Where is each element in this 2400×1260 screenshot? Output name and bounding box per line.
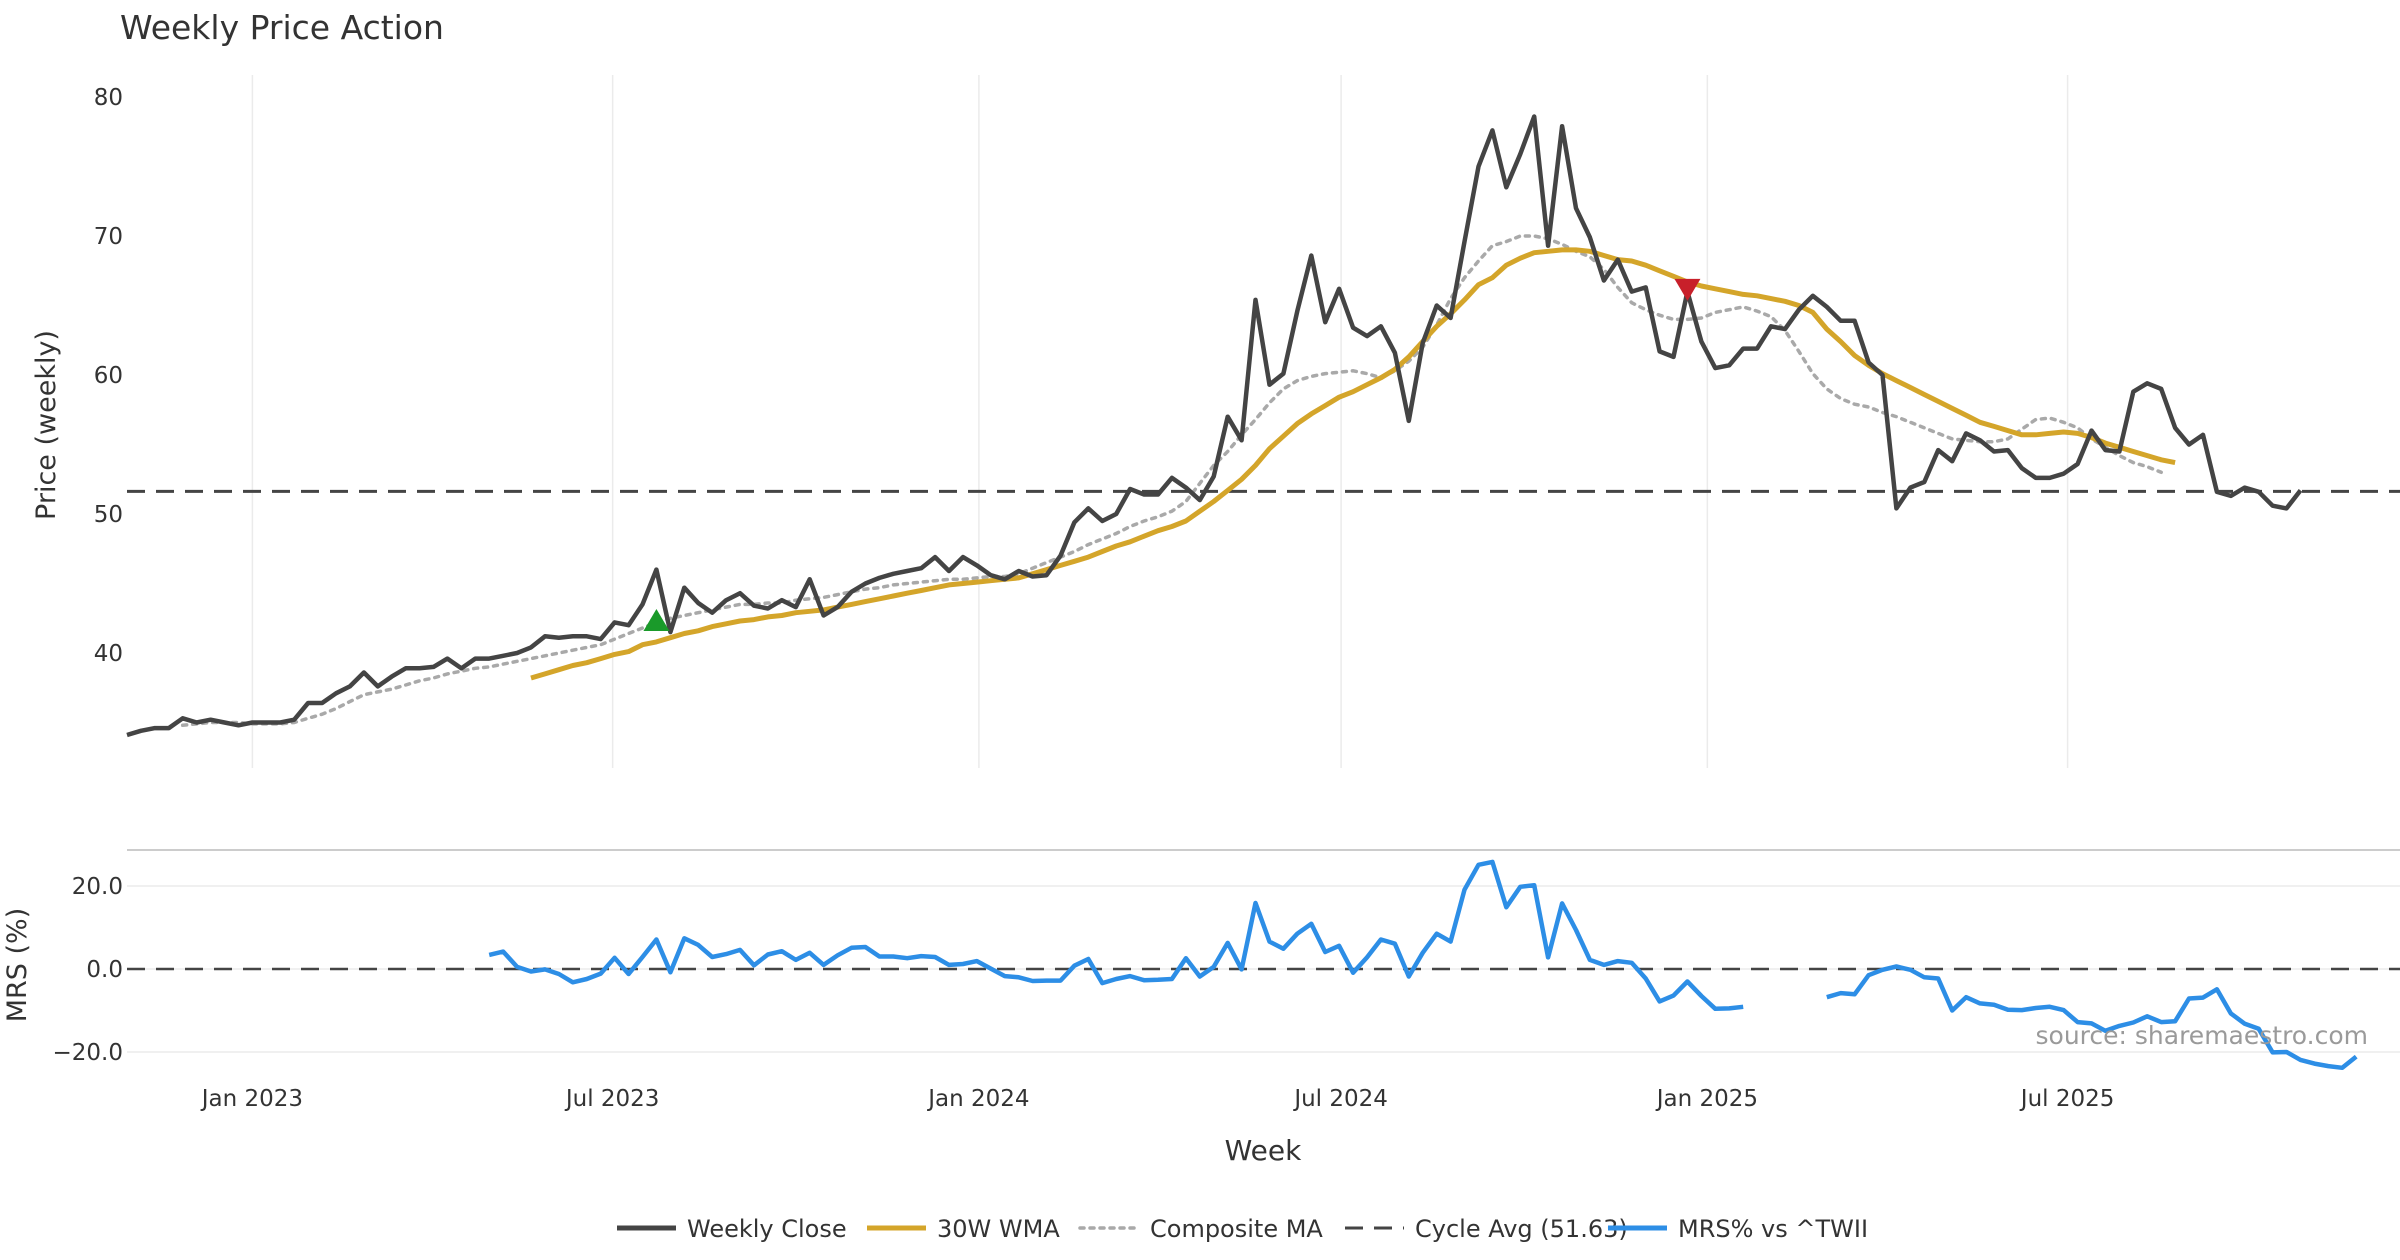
x-tick-label: Jan 2024 bbox=[926, 1086, 1029, 1112]
legend-label: Weekly Close bbox=[687, 1215, 847, 1243]
x-tick-label: Jul 2025 bbox=[2019, 1086, 2115, 1112]
x-axis-label: Week bbox=[1225, 1134, 1302, 1167]
watermark: source: sharemaestro.com bbox=[2036, 1021, 2369, 1050]
x-tick-label: Jan 2023 bbox=[200, 1086, 303, 1112]
weekly-close-line bbox=[126, 114, 2303, 738]
buy-signal-marker bbox=[643, 609, 670, 632]
mrs-y-tick-label: 20.0 bbox=[72, 874, 123, 900]
sell-signal-marker bbox=[1674, 278, 1701, 301]
composite-ma-line bbox=[180, 234, 2163, 728]
wma-30w-line bbox=[530, 247, 2176, 681]
mrs-y-tick-label: 0.0 bbox=[86, 957, 123, 983]
price-y-tick-label: 60 bbox=[94, 363, 123, 389]
x-gridlines bbox=[251, 75, 2069, 768]
price-y-axis: 40 50 60 70 80 Price (weekly) bbox=[31, 85, 123, 667]
x-tick-label: Jul 2024 bbox=[1292, 1086, 1388, 1112]
mrs-line-segment bbox=[1826, 964, 2358, 1071]
legend-label: Composite MA bbox=[1150, 1215, 1323, 1243]
mrs-y-axis-label: MRS (%) bbox=[2, 908, 33, 1023]
mrs-y-tick-label: −20.0 bbox=[53, 1040, 123, 1066]
legend-label: 30W WMA bbox=[937, 1215, 1060, 1243]
chart-title: Weekly Price Action bbox=[120, 8, 444, 47]
legend-label: MRS% vs ^TWII bbox=[1678, 1215, 1868, 1243]
price-y-axis-label: Price (weekly) bbox=[31, 330, 62, 520]
price-y-tick-label: 80 bbox=[94, 85, 123, 111]
x-tick-label: Jul 2023 bbox=[564, 1086, 660, 1112]
price-y-tick-label: 40 bbox=[94, 641, 123, 667]
x-tick-label: Jan 2025 bbox=[1655, 1086, 1758, 1112]
price-y-tick-label: 50 bbox=[94, 502, 123, 528]
price-y-tick-label: 70 bbox=[94, 224, 123, 250]
x-axis: Jan 2023 Jul 2023 Jan 2024 Jul 2024 Jan 2025… bbox=[200, 1086, 2115, 1167]
legend: Weekly Close 30W WMA Composite MA Cycle Avg… bbox=[617, 1215, 1868, 1243]
mrs-line-segment bbox=[488, 859, 1744, 1012]
legend-label: Cycle Avg (51.63) bbox=[1415, 1215, 1628, 1243]
